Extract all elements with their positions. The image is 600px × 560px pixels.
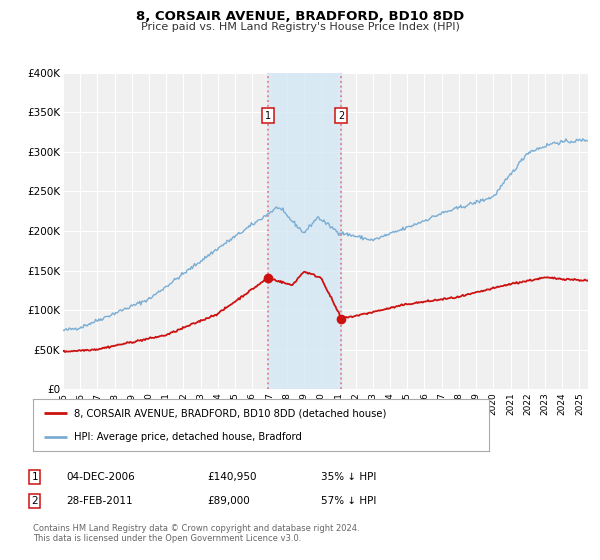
Text: 28-FEB-2011: 28-FEB-2011 [66,496,133,506]
Text: HPI: Average price, detached house, Bradford: HPI: Average price, detached house, Brad… [74,432,302,442]
Text: Price paid vs. HM Land Registry's House Price Index (HPI): Price paid vs. HM Land Registry's House … [140,22,460,32]
Text: 04-DEC-2006: 04-DEC-2006 [66,472,135,482]
Text: £89,000: £89,000 [207,496,250,506]
Text: 8, CORSAIR AVENUE, BRADFORD, BD10 8DD (detached house): 8, CORSAIR AVENUE, BRADFORD, BD10 8DD (d… [74,408,386,418]
Text: 8, CORSAIR AVENUE, BRADFORD, BD10 8DD: 8, CORSAIR AVENUE, BRADFORD, BD10 8DD [136,10,464,23]
Text: 1: 1 [31,472,38,482]
Text: £140,950: £140,950 [207,472,257,482]
Text: 1: 1 [265,110,271,120]
Text: 2: 2 [31,496,38,506]
Text: 35% ↓ HPI: 35% ↓ HPI [321,472,376,482]
Bar [268,73,341,389]
Text: Contains HM Land Registry data © Crown copyright and database right 2024.
This d: Contains HM Land Registry data © Crown c… [33,524,359,543]
Text: 57% ↓ HPI: 57% ↓ HPI [321,496,376,506]
Text: 2: 2 [338,110,344,120]
